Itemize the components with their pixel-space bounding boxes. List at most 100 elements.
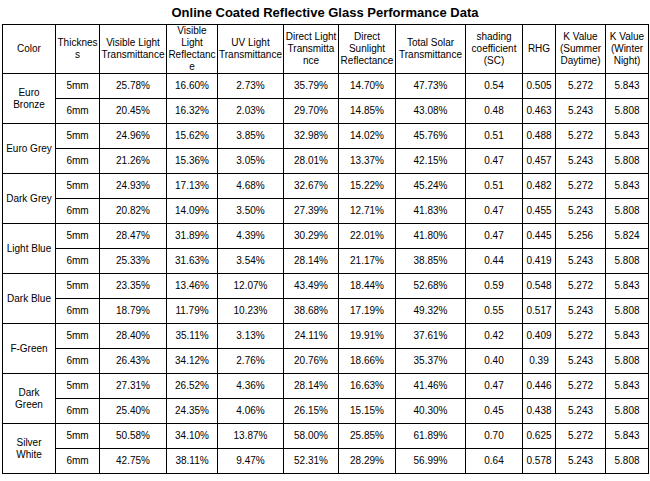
value-cell: 0.445 — [523, 224, 556, 249]
value-cell: 5.843 — [606, 274, 649, 299]
value-cell: 5.243 — [556, 299, 606, 324]
value-cell: 5.243 — [556, 249, 606, 274]
value-cell: 25.85% — [339, 424, 396, 449]
value-cell: 25.78% — [100, 74, 167, 99]
value-cell: 3.50% — [218, 199, 284, 224]
value-cell: 4.68% — [218, 174, 284, 199]
value-cell: 35.11% — [167, 324, 218, 349]
value-cell: 20.76% — [284, 349, 339, 374]
table-row: 6mm21.26%15.36%3.05%28.01%13.37%42.15%0.… — [3, 149, 649, 174]
thickness-cell: 5mm — [56, 224, 100, 249]
value-cell: 14.09% — [167, 199, 218, 224]
value-cell: 20.82% — [100, 199, 167, 224]
table-row: 6mm20.82%14.09%3.50%27.39%12.71%41.83%0.… — [3, 199, 649, 224]
value-cell: 20.45% — [100, 99, 167, 124]
value-cell: 45.76% — [396, 124, 466, 149]
thickness-cell: 5mm — [56, 174, 100, 199]
value-cell: 0.42 — [466, 324, 523, 349]
value-cell: 24.93% — [100, 174, 167, 199]
value-cell: 3.85% — [218, 124, 284, 149]
color-cell: Light Blue — [3, 224, 56, 274]
value-cell: 13.46% — [167, 274, 218, 299]
thickness-cell: 6mm — [56, 299, 100, 324]
value-cell: 5.272 — [556, 124, 606, 149]
value-cell: 34.12% — [167, 349, 218, 374]
value-cell: 3.13% — [218, 324, 284, 349]
value-cell: 38.68% — [284, 299, 339, 324]
value-cell: 5.243 — [556, 399, 606, 424]
value-cell: 0.64 — [466, 449, 523, 474]
thickness-cell: 5mm — [56, 324, 100, 349]
value-cell: 3.54% — [218, 249, 284, 274]
value-cell: 0.446 — [523, 374, 556, 399]
value-cell: 3.05% — [218, 149, 284, 174]
value-cell: 0.419 — [523, 249, 556, 274]
value-cell: 5.808 — [606, 399, 649, 424]
value-cell: 0.40 — [466, 349, 523, 374]
thickness-cell: 6mm — [56, 249, 100, 274]
thickness-cell: 5mm — [56, 124, 100, 149]
header-cell: Direct Light Transmittance — [284, 25, 339, 74]
value-cell: 5.272 — [556, 74, 606, 99]
value-cell: 5.272 — [556, 324, 606, 349]
value-cell: 0.488 — [523, 124, 556, 149]
value-cell: 56.99% — [396, 449, 466, 474]
value-cell: 5.243 — [556, 449, 606, 474]
footnote: For reference only — [0, 474, 650, 481]
value-cell: 0.45 — [466, 399, 523, 424]
value-cell: 43.49% — [284, 274, 339, 299]
value-cell: 27.39% — [284, 199, 339, 224]
value-cell: 0.39 — [523, 349, 556, 374]
value-cell: 2.03% — [218, 99, 284, 124]
value-cell: 26.43% — [100, 349, 167, 374]
value-cell: 26.52% — [167, 374, 218, 399]
value-cell: 5.243 — [556, 349, 606, 374]
value-cell: 0.517 — [523, 299, 556, 324]
value-cell: 14.85% — [339, 99, 396, 124]
value-cell: 32.67% — [284, 174, 339, 199]
value-cell: 5.808 — [606, 199, 649, 224]
table-row: Light Blue5mm28.47%31.89%4.39%30.29%22.0… — [3, 224, 649, 249]
value-cell: 5.243 — [556, 199, 606, 224]
value-cell: 0.548 — [523, 274, 556, 299]
value-cell: 30.29% — [284, 224, 339, 249]
value-cell: 0.48 — [466, 99, 523, 124]
value-cell: 35.37% — [396, 349, 466, 374]
value-cell: 47.73% — [396, 74, 466, 99]
value-cell: 15.62% — [167, 124, 218, 149]
header-cell: UV Light Transmittance — [218, 25, 284, 74]
page-title: Online Coated Reflective Glass Performan… — [0, 0, 650, 24]
value-cell: 5.272 — [556, 174, 606, 199]
value-cell: 0.482 — [523, 174, 556, 199]
value-cell: 28.14% — [284, 249, 339, 274]
header-cell: Direct Sunlight Reflectance — [339, 25, 396, 74]
thickness-cell: 5mm — [56, 424, 100, 449]
value-cell: 49.32% — [396, 299, 466, 324]
value-cell: 18.79% — [100, 299, 167, 324]
value-cell: 50.58% — [100, 424, 167, 449]
value-cell: 17.19% — [339, 299, 396, 324]
value-cell: 5.843 — [606, 424, 649, 449]
value-cell: 0.47 — [466, 374, 523, 399]
value-cell: 37.61% — [396, 324, 466, 349]
value-cell: 28.14% — [284, 374, 339, 399]
value-cell: 23.35% — [100, 274, 167, 299]
value-cell: 27.31% — [100, 374, 167, 399]
value-cell: 29.70% — [284, 99, 339, 124]
header-cell: RHG — [523, 25, 556, 74]
value-cell: 28.29% — [339, 449, 396, 474]
value-cell: 24.96% — [100, 124, 167, 149]
thickness-cell: 6mm — [56, 449, 100, 474]
value-cell: 9.47% — [218, 449, 284, 474]
thickness-cell: 6mm — [56, 399, 100, 424]
table-row: F-Green5mm28.40%35.11%3.13%24.11%19.91%3… — [3, 324, 649, 349]
value-cell: 12.71% — [339, 199, 396, 224]
value-cell: 2.73% — [218, 74, 284, 99]
value-cell: 52.31% — [284, 449, 339, 474]
glass-performance-table: ColorThicknessVisible Light Transmittanc… — [2, 24, 649, 474]
value-cell: 5.272 — [556, 374, 606, 399]
value-cell: 31.63% — [167, 249, 218, 274]
value-cell: 5.843 — [606, 74, 649, 99]
value-cell: 25.40% — [100, 399, 167, 424]
value-cell: 0.578 — [523, 449, 556, 474]
